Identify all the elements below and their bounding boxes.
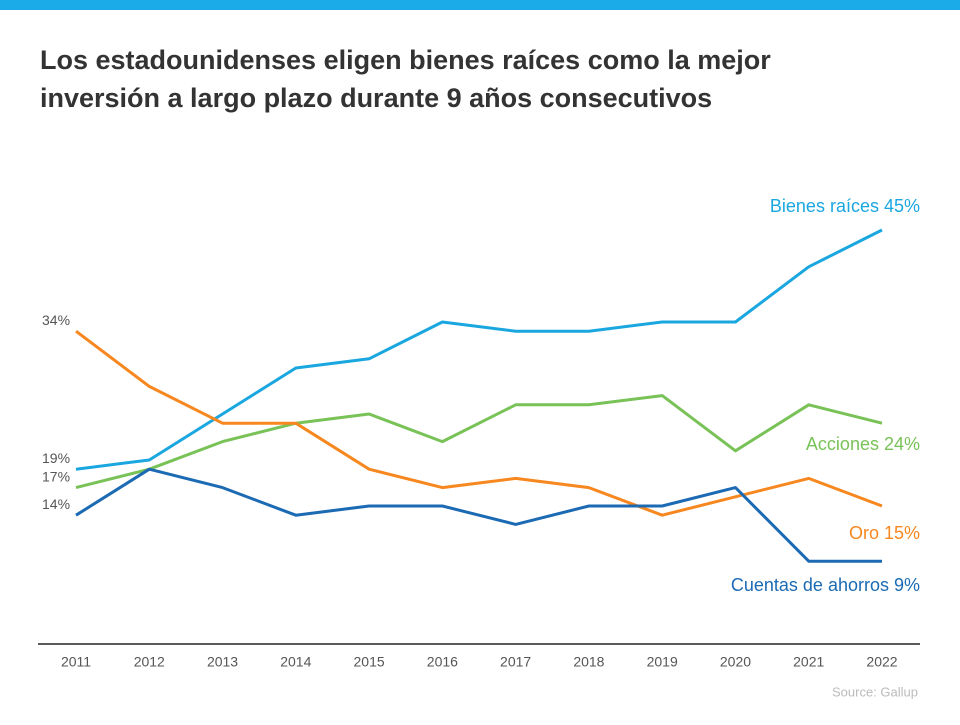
x-tick-label: 2011 <box>61 654 91 670</box>
source: Source: Gallup <box>832 684 918 699</box>
x-tick-label: 2019 <box>647 654 678 670</box>
x-tick-label: 2021 <box>793 654 824 670</box>
x-tick-label: 2022 <box>866 654 897 670</box>
series-line <box>75 228 883 471</box>
series-line <box>75 394 883 490</box>
series-label: Oro 15% <box>849 523 920 543</box>
top-bar <box>0 0 960 10</box>
x-tick-label: 2015 <box>354 654 385 670</box>
x-tick-label: 2014 <box>280 654 311 670</box>
series-line <box>75 467 882 563</box>
x-tick-label: 2012 <box>134 654 165 670</box>
series-label: Bienes raíces 45% <box>770 196 920 216</box>
value-label: 19% <box>42 450 70 466</box>
value-label: 34% <box>42 312 70 328</box>
value-label: 14% <box>42 496 70 512</box>
series-label: Acciones 24% <box>806 434 920 454</box>
value-label: 17% <box>42 468 70 484</box>
x-tick-label: 2013 <box>207 654 238 670</box>
series-label: Cuentas de ahorros 9% <box>731 575 920 595</box>
x-tick-label: 2016 <box>427 654 458 670</box>
chart-title: Los estadounidenses eligen bienes raíces… <box>40 45 771 75</box>
x-tick-label: 2020 <box>720 654 751 670</box>
x-tick-label: 2018 <box>573 654 604 670</box>
x-tick-label: 2017 <box>500 654 531 670</box>
series-line <box>75 330 883 517</box>
chart-title: inversión a largo plazo durante 9 años c… <box>40 83 712 113</box>
